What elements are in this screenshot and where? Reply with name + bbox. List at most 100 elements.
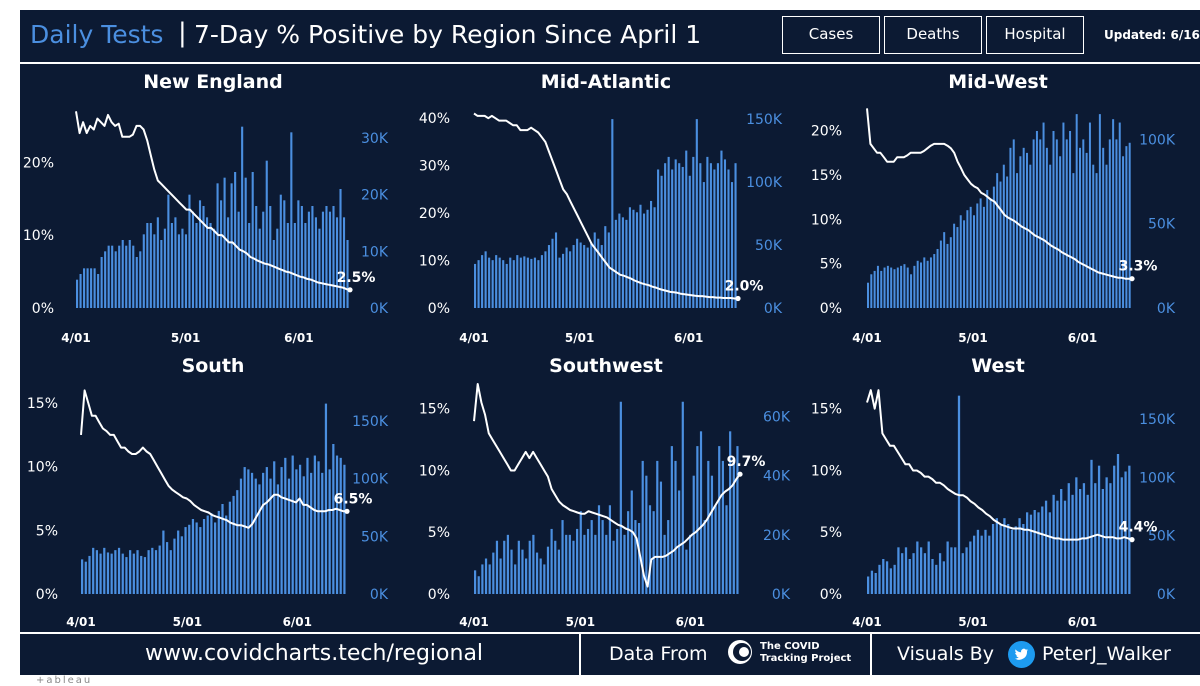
daily-tests-bar (565, 534, 568, 594)
daily-tests-bar (956, 227, 959, 308)
title-daily-tests[interactable]: Daily Tests (30, 20, 164, 49)
daily-tests-bar (939, 240, 942, 308)
daily-tests-bar (1112, 119, 1115, 308)
daily-tests-bar (601, 520, 604, 594)
daily-tests-bar (942, 561, 945, 594)
daily-tests-bar (980, 535, 983, 594)
daily-tests-bar (562, 253, 565, 308)
daily-tests-bar (505, 263, 508, 308)
daily-tests-bar (88, 555, 91, 594)
daily-tests-bar (488, 564, 491, 594)
right-axis-tick: 100K (746, 175, 783, 191)
daily-tests-bar (310, 472, 313, 594)
left-axis-tick: 15% (811, 402, 842, 418)
tableau-logo[interactable]: +ableau (36, 675, 93, 686)
right-axis-tick: 50K (1148, 529, 1176, 545)
daily-tests-bar (279, 194, 282, 308)
daily-tests-bar (1032, 139, 1035, 308)
daily-tests-bar (880, 270, 883, 308)
right-axis-tick: 40K (763, 469, 791, 485)
daily-tests-bar (537, 260, 540, 308)
daily-tests-bar (1052, 494, 1055, 594)
daily-tests-bar (1128, 465, 1131, 594)
daily-tests-bar (232, 495, 235, 594)
daily-tests-bar (295, 469, 298, 594)
daily-tests-bar (991, 524, 995, 594)
daily-tests-bar (657, 169, 660, 308)
daily-tests-bar (597, 505, 601, 594)
daily-tests-bar (177, 530, 180, 594)
daily-tests-bar (512, 260, 515, 308)
daily-tests-bar (579, 511, 582, 594)
daily-tests-bar (1095, 173, 1098, 308)
daily-tests-bar (100, 257, 103, 308)
visuals-by-label: Visuals By (897, 643, 994, 665)
right-axis-tick: 100K (352, 472, 389, 488)
daily-tests-bar (1060, 489, 1063, 594)
daily-tests-bar (191, 519, 195, 594)
daily-tests-bar (146, 223, 149, 308)
daily-tests-bar (903, 264, 906, 308)
daily-tests-bar (634, 520, 637, 594)
daily-tests-bar (324, 403, 328, 594)
daily-tests-bar (502, 260, 505, 308)
daily-tests-bar (650, 200, 653, 308)
daily-tests-bar (477, 576, 480, 594)
daily-tests-bar (132, 553, 135, 594)
daily-tests-bar (147, 550, 150, 594)
daily-tests-bar (280, 467, 283, 594)
site-url-link[interactable]: www.covidcharts.tech/regional (145, 641, 484, 666)
daily-tests-bar (304, 223, 307, 308)
right-axis-tick: 150K (1139, 412, 1176, 428)
daily-tests-bar (678, 490, 681, 594)
deaths-button[interactable]: Deaths (884, 16, 982, 54)
hospital-button[interactable]: Hospital (986, 16, 1084, 54)
twitter-icon[interactable] (1008, 641, 1035, 668)
daily-tests-bar (1079, 489, 1082, 594)
twitter-handle-link[interactable]: PeterJ_Walker (1042, 643, 1171, 665)
daily-tests-bar (692, 475, 695, 594)
covid-tracking-project-name[interactable]: The COVID Tracking Project (760, 641, 870, 665)
daily-tests-bar (307, 211, 310, 308)
daily-tests-bar (539, 558, 542, 594)
daily-tests-bar (723, 159, 727, 308)
daily-tests-bar (84, 561, 87, 594)
daily-tests-bar (593, 232, 596, 308)
daily-tests-bar (286, 223, 289, 308)
daily-tests-bar (217, 510, 220, 594)
daily-tests-bar (1052, 130, 1055, 308)
daily-tests-bar (586, 247, 589, 308)
daily-tests-bar (729, 431, 732, 594)
x-axis-tick: 4/01 (66, 615, 95, 629)
daily-tests-bar (184, 234, 188, 308)
daily-tests-bar (931, 559, 934, 594)
daily-tests-bar (710, 475, 714, 594)
daily-tests-bar (572, 540, 575, 594)
daily-tests-bar (906, 267, 909, 308)
daily-tests-bar (572, 245, 575, 308)
daily-tests-bar (135, 257, 138, 308)
daily-tests-bar (317, 461, 320, 594)
daily-tests-bar (959, 215, 962, 308)
left-axis-tick: 0% (820, 587, 842, 603)
daily-tests-bar (244, 177, 247, 308)
daily-tests-bar (184, 527, 187, 594)
daily-tests-bar (269, 206, 272, 308)
daily-tests-bar (576, 238, 579, 308)
end-value-label: 2.0% (725, 279, 764, 295)
daily-tests-bar (1009, 147, 1012, 308)
daily-tests-bar (648, 505, 652, 594)
header: Daily Tests | 7-Day % Positive by Region… (20, 10, 1200, 64)
daily-tests-bar (540, 255, 543, 308)
daily-tests-bar (121, 240, 124, 308)
daily-tests-bar (1041, 506, 1044, 594)
x-axis-tick: 5/01 (171, 331, 200, 345)
daily-tests-bar (151, 547, 154, 594)
daily-tests-bar (988, 535, 991, 594)
daily-tests-bar (979, 198, 982, 308)
daily-tests-bar (935, 564, 938, 594)
daily-tests-bar (586, 528, 590, 594)
cases-button[interactable]: Cases (782, 16, 880, 54)
daily-tests-bar (210, 513, 213, 594)
daily-tests-bar (506, 534, 509, 594)
